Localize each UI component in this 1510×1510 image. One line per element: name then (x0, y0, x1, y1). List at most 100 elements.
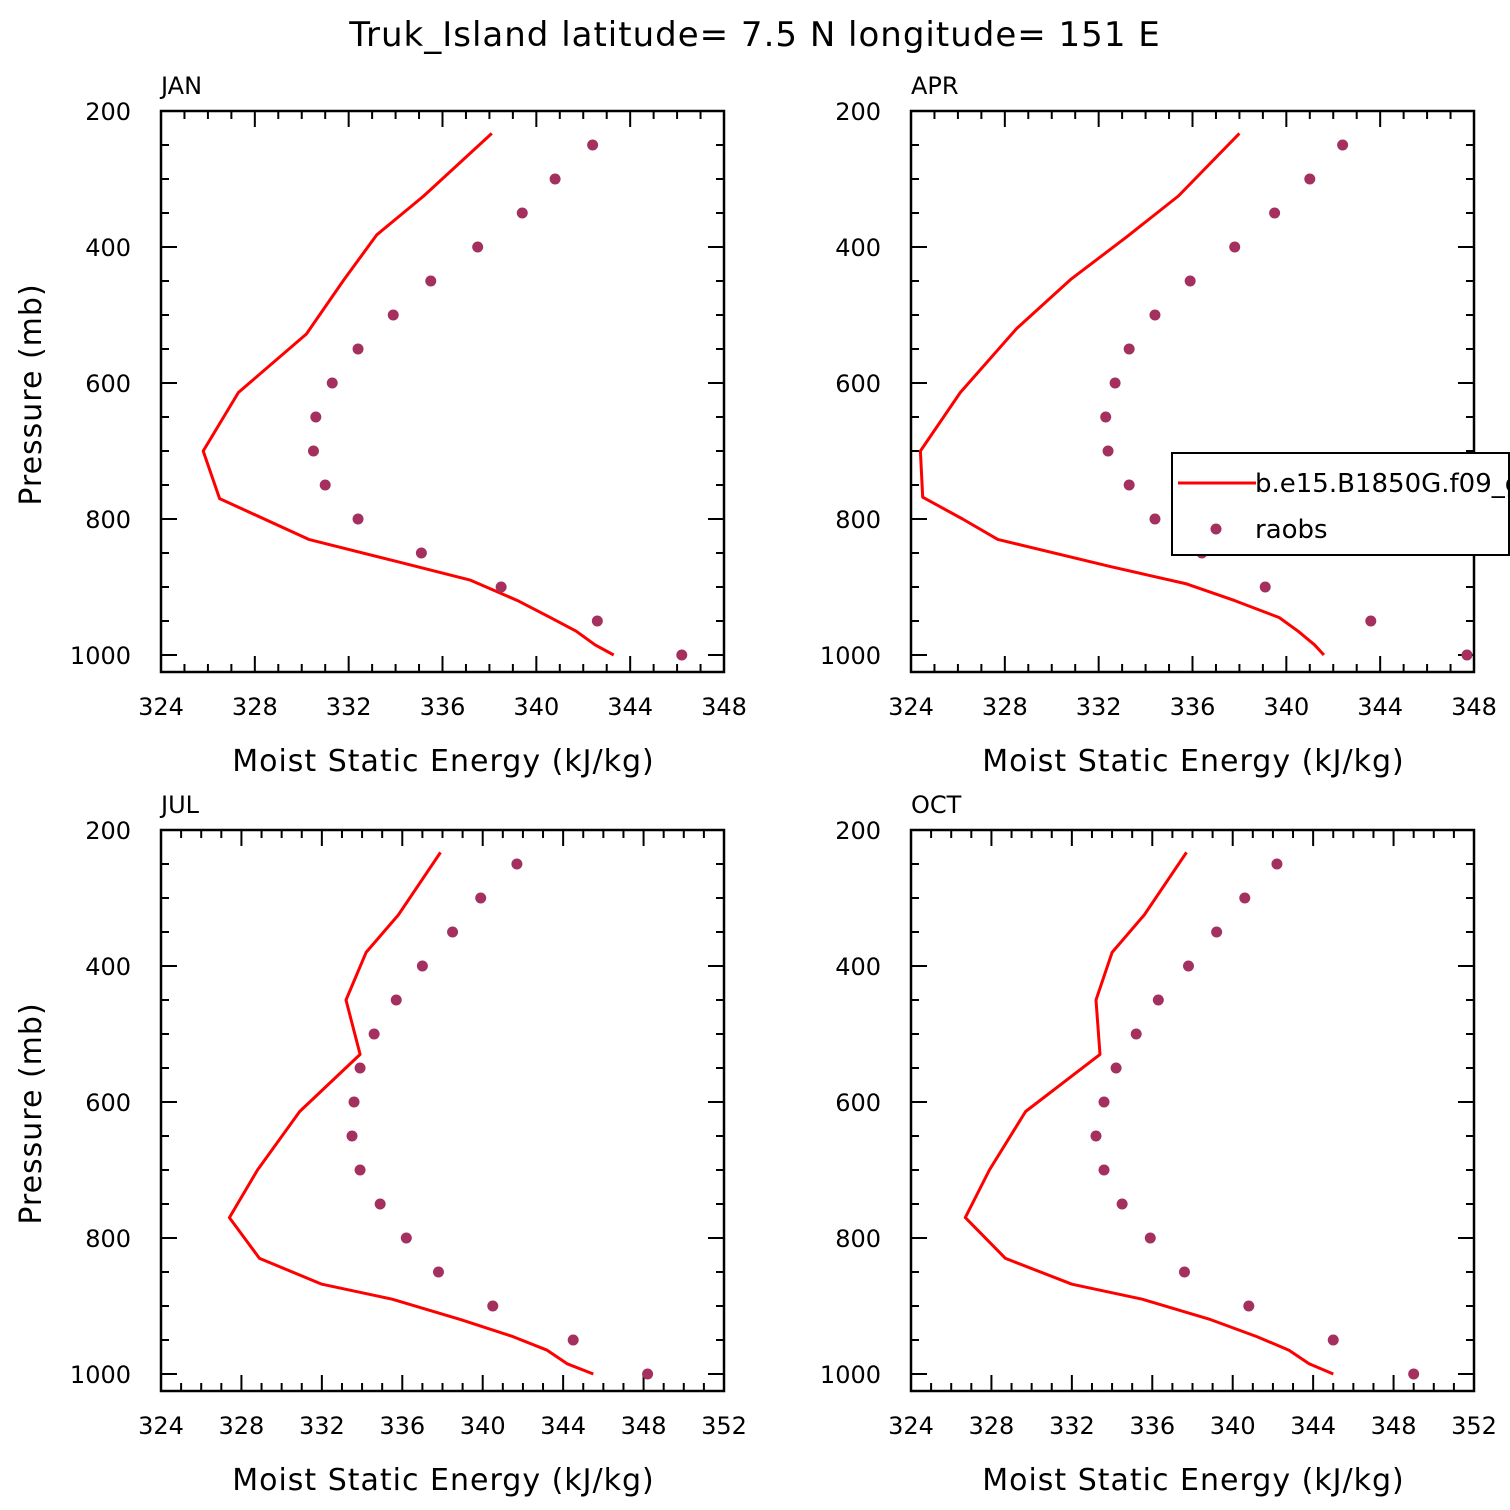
x-tick-label: 352 (1451, 1412, 1497, 1440)
raobs-point (1178, 1266, 1190, 1278)
raobs-point (387, 309, 399, 321)
raobs-point (475, 892, 487, 904)
panel-jan: 324 328 332 336 340 344 348 200 400 600 800 1000 JAN… (14, 72, 747, 779)
model-series-line (963, 851, 1334, 1376)
x-tick-label: 336 (379, 1412, 425, 1440)
raobs-point (1123, 479, 1135, 491)
raobs-point (1152, 994, 1164, 1006)
raobs-point (1408, 1368, 1420, 1380)
model-series-line (201, 132, 615, 657)
y-axis-label: Pressure (mb) (14, 1002, 49, 1224)
legend-model-label: b.e15.B1850G.f09_g16.scb.02 (1255, 469, 1510, 499)
x-tick-label: 328 (969, 1412, 1015, 1440)
raobs-point (1123, 343, 1135, 355)
x-tick-label: 344 (1290, 1412, 1336, 1440)
raobs-point (676, 649, 688, 661)
raobs-point (1144, 1232, 1156, 1244)
raobs-point (348, 1096, 360, 1108)
raobs-point (1327, 1334, 1339, 1346)
x-tick-label: 328 (232, 693, 278, 721)
x-tick-label: 324 (138, 693, 184, 721)
x-tick-label: 328 (219, 1412, 265, 1440)
x-tick-label: 348 (621, 1412, 667, 1440)
raobs-point (567, 1334, 579, 1346)
panel-jul: 324 328 332 336 340 344 348 352 200 400 600 800 1000… (14, 791, 747, 1498)
x-tick-label: 348 (701, 693, 747, 721)
plot-data (201, 132, 688, 661)
x-tick-label: 348 (1371, 1412, 1417, 1440)
x-axis-label: Moist Static Energy (kJ/kg) (232, 1463, 655, 1498)
figure-title: Truk_Island latitude= 7.5 N longitude= 1… (348, 15, 1161, 55)
raobs-point (346, 1130, 358, 1142)
y-tick-label: 1000 (820, 1361, 881, 1389)
x-tick-label: 336 (1129, 1412, 1175, 1440)
x-axis-label: Moist Static Energy (kJ/kg) (982, 744, 1405, 779)
legend-box (1171, 452, 1510, 556)
raobs-point (642, 1368, 654, 1380)
panels: 324 328 332 336 340 344 348 200 400 600 800 1000 JAN… (14, 72, 1510, 1498)
panel-label: OCT (911, 791, 962, 819)
raobs-point (1239, 892, 1251, 904)
raobs-point (1229, 241, 1241, 253)
raobs-point (1100, 411, 1112, 423)
raobs-point (352, 343, 364, 355)
y-tick-label: 800 (835, 1225, 881, 1253)
raobs-point (352, 513, 364, 525)
raobs-point (1271, 858, 1283, 870)
raobs-point (1184, 275, 1196, 287)
y-axis-label: Pressure (mb) (14, 283, 49, 505)
raobs-point (400, 1232, 412, 1244)
y-tick-label: 400 (835, 953, 881, 981)
model-series-line (227, 851, 594, 1376)
raobs-point (390, 994, 402, 1006)
raobs-point (516, 207, 528, 219)
y-tick-label: 800 (85, 506, 131, 534)
panel-apr: 324 328 332 336 340 344 348 200 400 600 800 1000 APR… (820, 72, 1510, 779)
plot-frame (909, 109, 1476, 674)
raobs-point (1098, 1096, 1110, 1108)
x-tick-label: 328 (982, 693, 1028, 721)
raobs-point (1182, 960, 1194, 972)
panel-label: JAN (159, 72, 202, 100)
raobs-point (1130, 1028, 1142, 1040)
raobs-point (415, 547, 427, 559)
y-tick-label: 1000 (820, 642, 881, 670)
raobs-point (472, 241, 484, 253)
y-tick-label: 200 (85, 98, 131, 126)
y-tick-label: 800 (835, 506, 881, 534)
x-tick-label: 344 (540, 1412, 586, 1440)
panel-label: APR (911, 72, 959, 100)
raobs-point (1269, 207, 1281, 219)
raobs-point (1211, 926, 1223, 938)
y-tick-label: 600 (85, 370, 131, 398)
raobs-point (1116, 1198, 1128, 1210)
raobs-point (374, 1198, 386, 1210)
x-axis-label: Moist Static Energy (kJ/kg) (982, 1463, 1405, 1498)
raobs-point (354, 1062, 366, 1074)
raobs-point (416, 960, 428, 972)
x-axis-label: Moist Static Energy (kJ/kg) (232, 744, 655, 779)
x-tick-label: 332 (1049, 1412, 1095, 1440)
y-tick-label: 200 (835, 817, 881, 845)
y-tick-label: 400 (85, 953, 131, 981)
x-tick-label: 336 (420, 693, 466, 721)
x-tick-label: 324 (138, 1412, 184, 1440)
raobs-point (310, 411, 322, 423)
x-tick-label: 348 (1451, 693, 1497, 721)
x-tick-label: 340 (1263, 693, 1309, 721)
raobs-point (1259, 581, 1271, 593)
x-tick-label: 332 (1076, 693, 1122, 721)
legend-marker-swatch (1210, 523, 1222, 535)
raobs-point (1090, 1130, 1102, 1142)
raobs-point (487, 1300, 499, 1312)
y-tick-label: 600 (85, 1089, 131, 1117)
panel-label: JUL (159, 791, 200, 819)
y-tick-label: 400 (835, 234, 881, 262)
raobs-point (447, 926, 459, 938)
raobs-point (432, 1266, 444, 1278)
raobs-point (495, 581, 507, 593)
y-tick-label: 400 (85, 234, 131, 262)
raobs-point (1109, 377, 1121, 389)
raobs-point (511, 858, 523, 870)
